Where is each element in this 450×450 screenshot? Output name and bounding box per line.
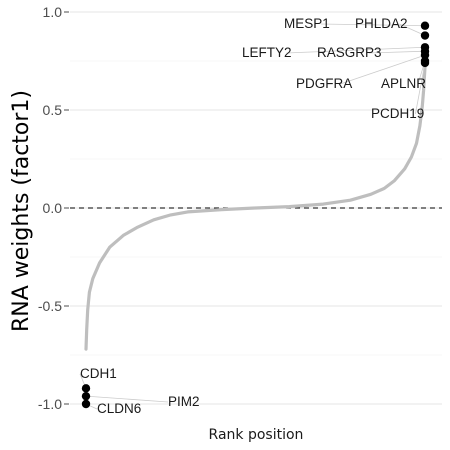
- gene-label: PCDH19: [371, 106, 424, 121]
- label-connector: [368, 50, 426, 54]
- gene-label: CLDN6: [97, 401, 141, 416]
- gene-point: [81, 399, 91, 409]
- x-axis-title: Rank position: [209, 427, 304, 443]
- label-connector: [415, 62, 426, 115]
- label-connector: [320, 23, 426, 27]
- gene-point: [420, 21, 430, 30]
- y-tick-label: -0.5: [38, 298, 62, 314]
- gene-point: [81, 391, 91, 401]
- highlighted-points: [81, 21, 430, 409]
- gene-label: CDH1: [80, 366, 117, 381]
- gene-label: PIM2: [168, 394, 200, 409]
- weight-curve: [84, 65, 427, 351]
- y-tick-label: 0.5: [43, 102, 63, 118]
- label-connectors: [79, 23, 426, 410]
- label-connector: [85, 395, 169, 403]
- label-connector: [340, 54, 426, 85]
- label-connector: [399, 23, 426, 36]
- gene-point: [81, 384, 91, 393]
- y-tick-label: 0.0: [43, 200, 63, 216]
- rank-curve-line: [84, 65, 427, 351]
- y-axis-title: RNA weights (factor1): [9, 90, 34, 332]
- y-tick-label: 1.0: [43, 4, 63, 20]
- gridlines: [70, 11, 442, 405]
- gene-label: PDGFRA: [296, 76, 352, 91]
- gene-label: RASGRP3: [317, 45, 382, 60]
- gene-labels: MESP1 PHLDA2 LEFTY2 RASGRP3 PDGFRA APLNR PCDH1…: [80, 16, 426, 416]
- gene-point: [420, 50, 430, 60]
- gene-label: LEFTY2: [242, 45, 292, 60]
- gene-point: [420, 58, 430, 68]
- y-tick-labels: 1.0 0.5 0.0 -0.5 -1.0: [38, 4, 69, 412]
- gene-label: MESP1: [284, 16, 330, 31]
- gene-label: APLNR: [381, 76, 426, 91]
- gene-point: [420, 31, 430, 40]
- y-tick-label: -1.0: [38, 396, 62, 412]
- label-connector: [286, 46, 426, 54]
- gene-label: PHLDA2: [355, 16, 408, 31]
